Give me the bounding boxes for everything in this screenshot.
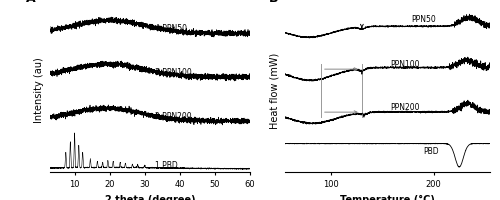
Text: PPN200: PPN200	[390, 102, 420, 111]
Text: PPN100: PPN100	[390, 59, 420, 68]
X-axis label: Temperature (°C): Temperature (°C)	[340, 194, 435, 200]
X-axis label: 2 theta (degree): 2 theta (degree)	[104, 194, 196, 200]
Text: 3 PPN100: 3 PPN100	[156, 68, 192, 77]
Y-axis label: Heat flow (mW): Heat flow (mW)	[270, 52, 280, 128]
Text: 4 PPN50: 4 PPN50	[156, 24, 188, 33]
Text: PBD: PBD	[424, 146, 439, 155]
Text: 1 PBD: 1 PBD	[156, 160, 178, 169]
Text: 2 PPN200: 2 PPN200	[156, 111, 192, 120]
Text: PPN50: PPN50	[411, 15, 436, 24]
Text: B: B	[268, 0, 278, 5]
Text: A: A	[26, 0, 36, 5]
Y-axis label: Intensity (au): Intensity (au)	[34, 57, 44, 123]
